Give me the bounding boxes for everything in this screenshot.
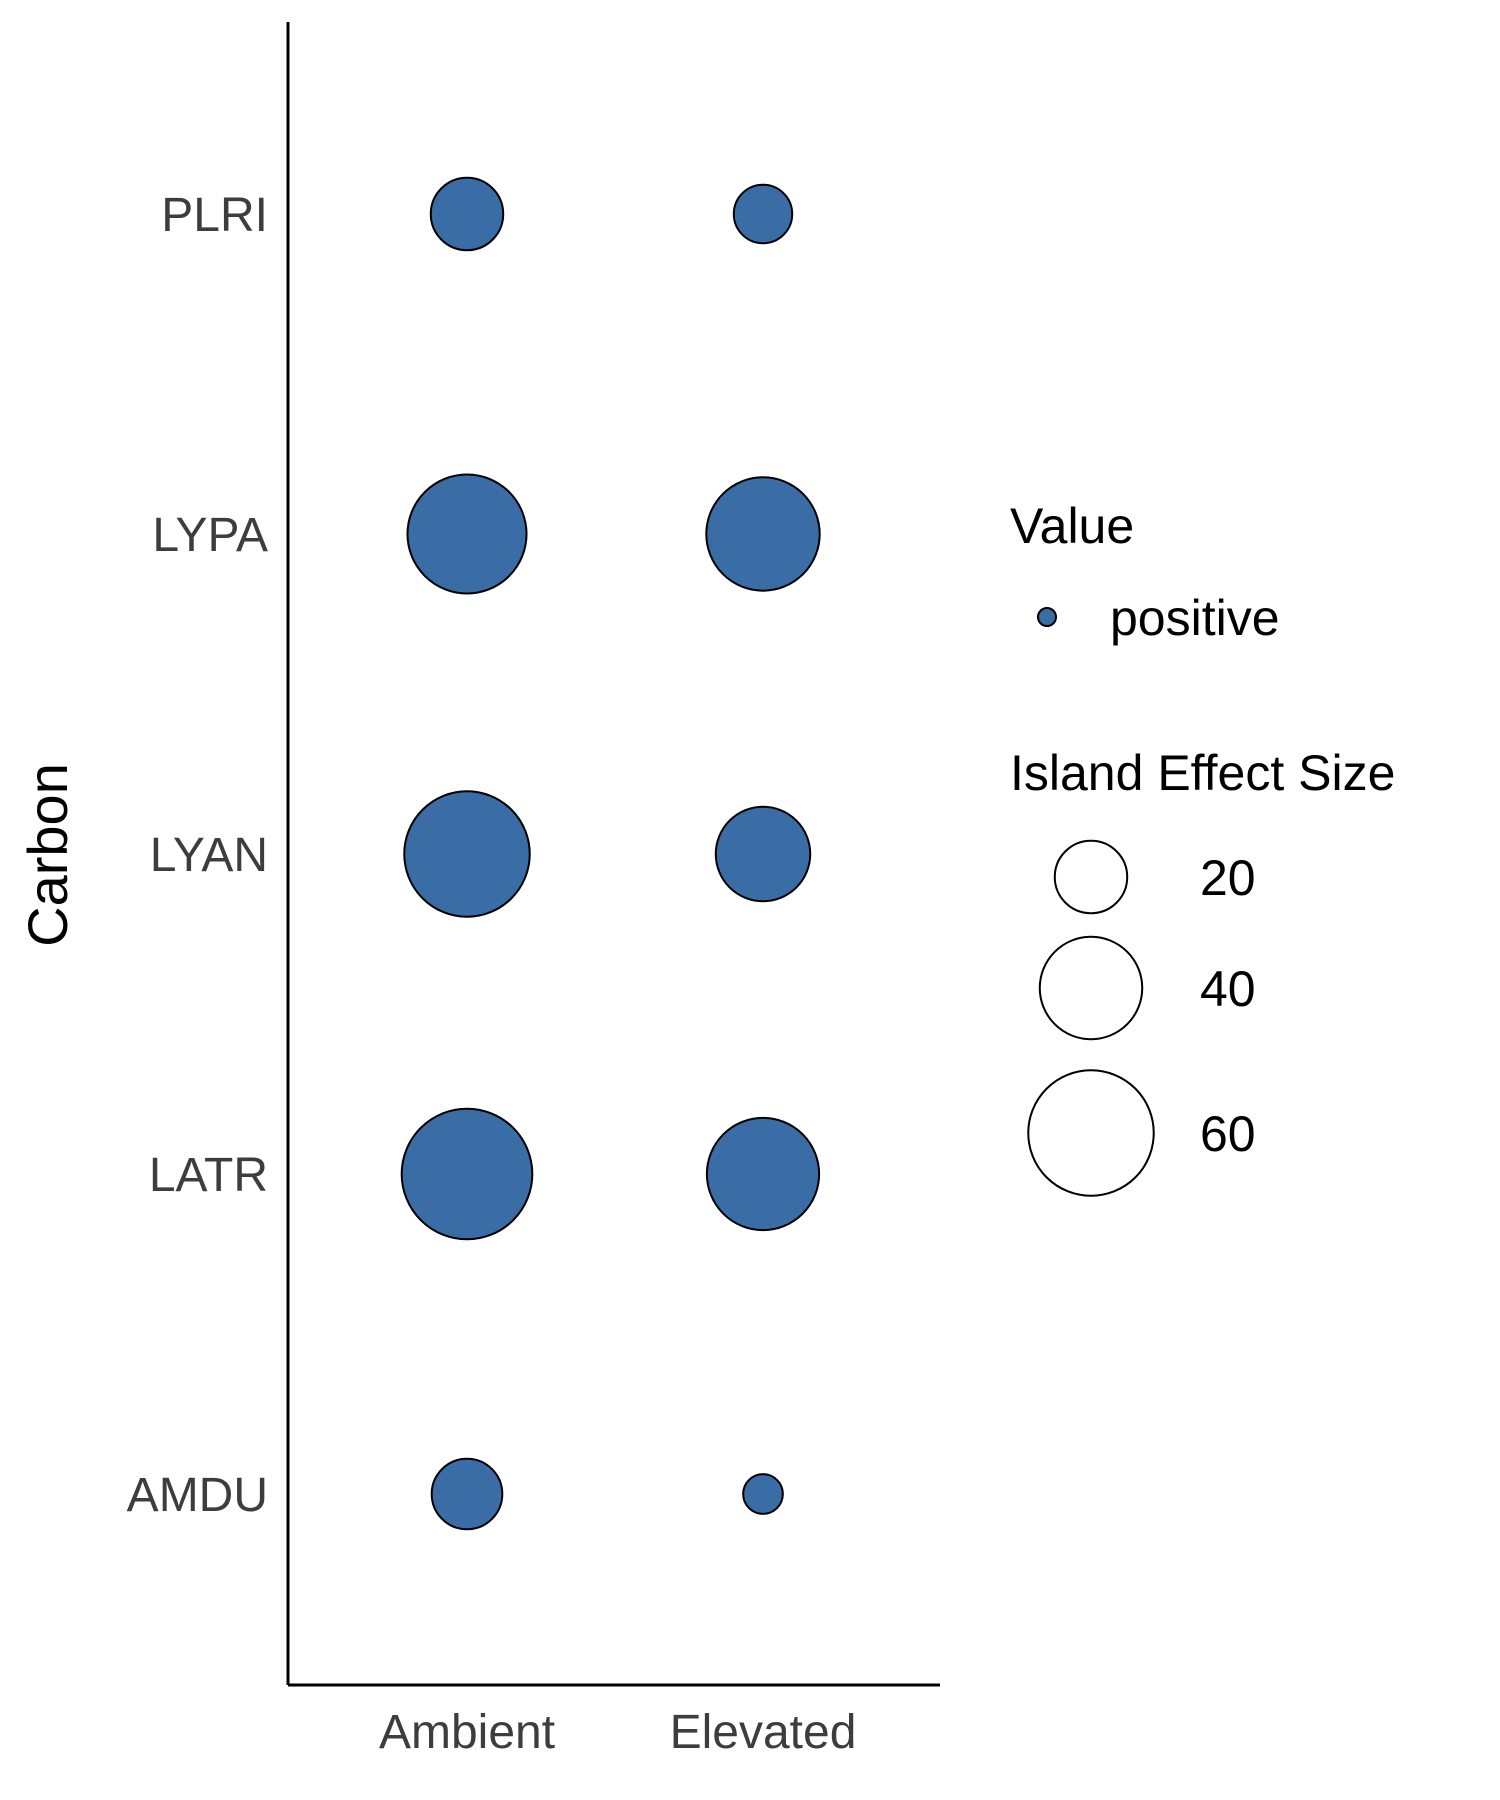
y-tick-lyan: LYAN bbox=[150, 829, 268, 882]
y-tick-labels: PLRI LYPA LYAN LATR AMDU bbox=[127, 189, 268, 1522]
legend-positive-swatch bbox=[1037, 607, 1057, 627]
legend-value: Value positive bbox=[1010, 498, 1280, 646]
axes-layer bbox=[286, 22, 940, 1687]
y-tick-amdu: AMDU bbox=[127, 1469, 268, 1522]
point-lyan-ambient bbox=[403, 790, 531, 918]
legend-value-title: Value bbox=[1010, 498, 1134, 554]
y-tick-lypa: LYPA bbox=[152, 509, 268, 562]
legend-size-title: Island Effect Size bbox=[1010, 745, 1395, 801]
x-tick-elevated: Elevated bbox=[670, 1706, 857, 1759]
legend-size-label-60: 60 bbox=[1200, 1106, 1256, 1162]
point-plri-ambient bbox=[429, 176, 505, 252]
point-lypa-ambient bbox=[406, 473, 528, 595]
x-tick-ambient: Ambient bbox=[379, 1706, 555, 1759]
y-tick-latr: LATR bbox=[149, 1149, 268, 1202]
legend-size-label-20: 20 bbox=[1200, 850, 1256, 906]
point-amdu-ambient bbox=[430, 1457, 504, 1531]
legend-size-circle-40 bbox=[1038, 935, 1144, 1041]
point-latr-elevated bbox=[705, 1116, 821, 1232]
point-latr-ambient bbox=[400, 1107, 534, 1241]
point-lypa-elevated bbox=[705, 476, 821, 592]
point-lyan-elevated bbox=[714, 805, 812, 903]
y-tick-plri: PLRI bbox=[161, 189, 268, 242]
points-layer bbox=[400, 176, 821, 1531]
legend-size-label-40: 40 bbox=[1200, 961, 1256, 1017]
y-axis-title: Carbon bbox=[16, 763, 79, 947]
legend-positive-label: positive bbox=[1110, 590, 1280, 646]
point-amdu-elevated bbox=[742, 1473, 784, 1515]
x-tick-labels: Ambient Elevated bbox=[379, 1706, 856, 1759]
legend-island-effect-size: Island Effect Size 20 40 60 bbox=[1010, 745, 1395, 1197]
legend-size-circle-60 bbox=[1027, 1069, 1155, 1197]
legend-size-circle-20 bbox=[1053, 839, 1129, 915]
legend-size-items: 20 40 60 bbox=[1027, 839, 1256, 1197]
point-plri-elevated bbox=[732, 183, 794, 245]
